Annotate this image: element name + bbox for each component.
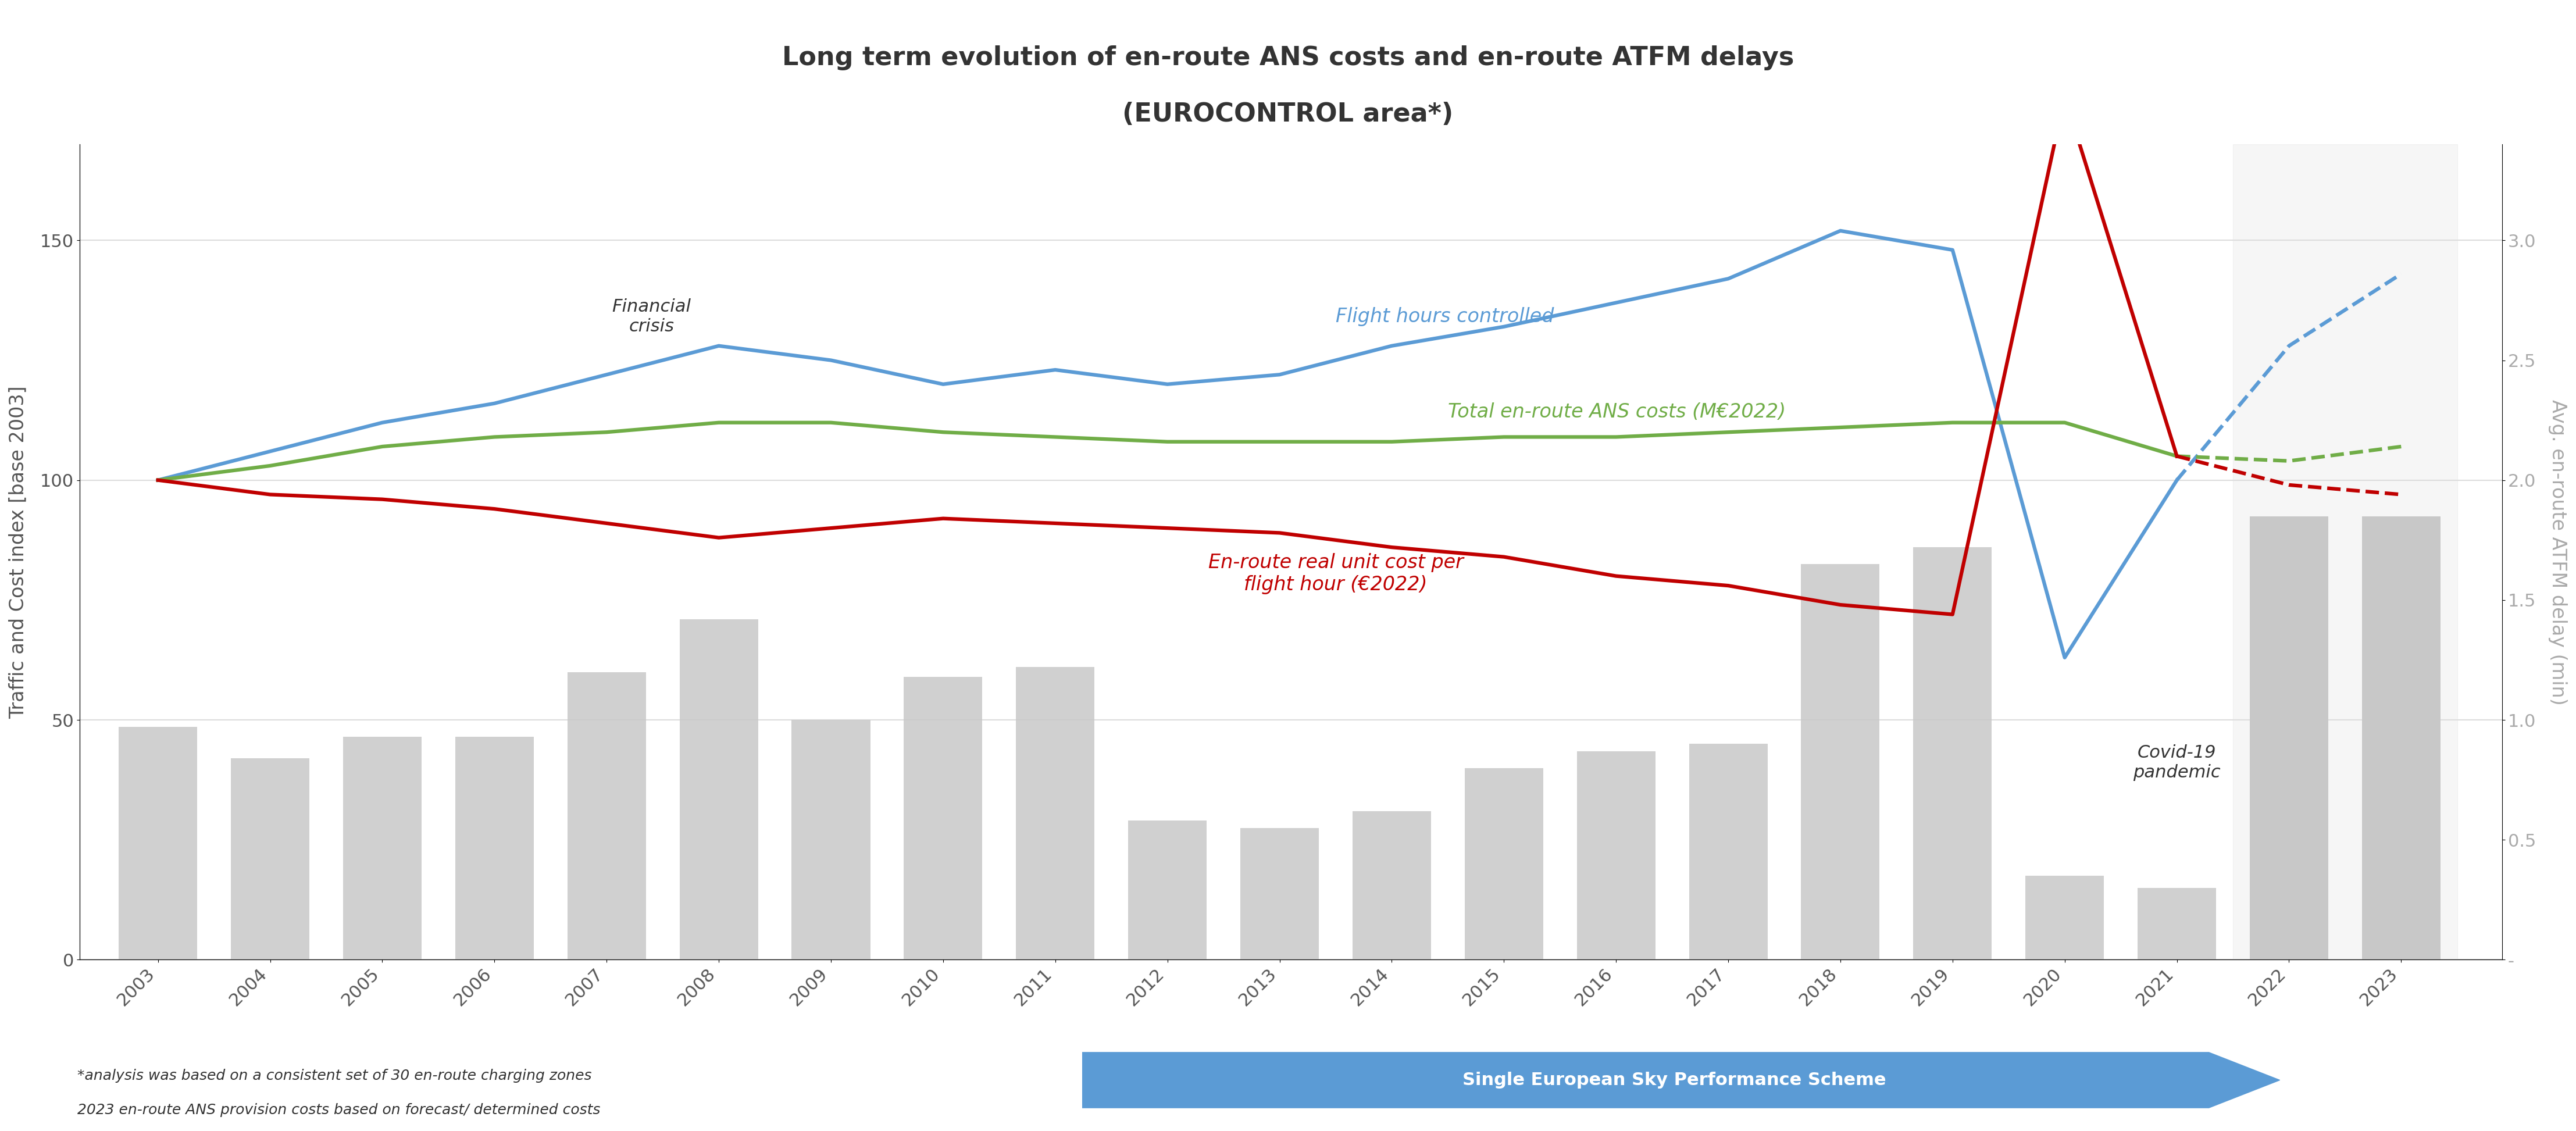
Text: *analysis was based on a consistent set of 30 en-route charging zones: *analysis was based on a consistent set …	[77, 1069, 592, 1083]
Y-axis label: Traffic and Cost index [base 2003]: Traffic and Cost index [base 2003]	[8, 386, 28, 718]
Bar	[1577, 751, 1656, 960]
Bar	[791, 720, 871, 960]
Text: 2023 en-route ANS provision costs based on forecast/ determined costs: 2023 en-route ANS provision costs based …	[77, 1103, 600, 1117]
Text: (EUROCONTROL area*): (EUROCONTROL area*)	[1123, 102, 1453, 127]
Bar	[343, 736, 422, 960]
Bar	[1015, 667, 1095, 960]
Bar	[904, 676, 981, 960]
Bar	[2249, 516, 2329, 960]
Text: Long term evolution of en-route ANS costs and en-route ATFM delays: Long term evolution of en-route ANS cost…	[783, 45, 1793, 70]
Bar	[1128, 821, 1206, 960]
Bar	[2025, 875, 2105, 960]
Bar	[1352, 811, 1432, 960]
Bar	[118, 727, 198, 960]
Text: Single European Sky Performance Scheme: Single European Sky Performance Scheme	[1463, 1072, 1886, 1088]
Bar	[1239, 828, 1319, 960]
Bar	[2138, 888, 2215, 960]
Bar	[567, 672, 647, 960]
Bar	[1466, 768, 1543, 960]
Bar	[680, 619, 757, 960]
Bar	[232, 758, 309, 960]
Text: Total en-route ANS costs (M€2022): Total en-route ANS costs (M€2022)	[1448, 403, 1785, 422]
Text: Flight hours controlled: Flight hours controlled	[1337, 307, 1553, 326]
Text: Financial
crisis: Financial crisis	[613, 299, 690, 335]
Bar	[1801, 564, 1880, 960]
Y-axis label: Avg. en-route ATFM delay (min): Avg. en-route ATFM delay (min)	[2548, 399, 2568, 705]
Bar	[2249, 516, 2329, 960]
Text: En-route real unit cost per
flight hour (€2022): En-route real unit cost per flight hour …	[1208, 553, 1463, 595]
FancyArrow shape	[1082, 1052, 2280, 1108]
Bar	[1914, 547, 1991, 960]
Bar	[2362, 516, 2439, 960]
Bar	[1690, 744, 1767, 960]
Bar	[2233, 145, 2458, 960]
Bar	[2362, 516, 2439, 960]
Bar	[456, 736, 533, 960]
Text: Covid-19
pandemic: Covid-19 pandemic	[2133, 744, 2221, 780]
